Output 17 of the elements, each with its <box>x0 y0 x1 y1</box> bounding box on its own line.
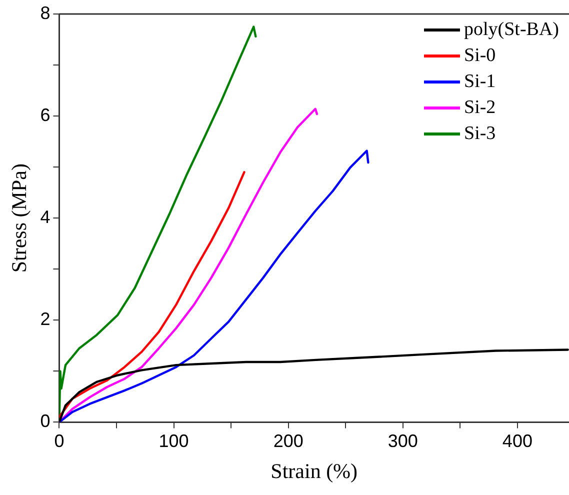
legend-label: Si-0 <box>464 44 496 66</box>
y-tick-label: 4 <box>40 207 50 228</box>
x-tick-label: 0 <box>54 430 64 451</box>
y-tick-label: 0 <box>40 411 50 432</box>
x-tick-label: 400 <box>502 430 532 451</box>
legend-label: Si-3 <box>464 122 496 144</box>
legend-label: Si-1 <box>464 70 496 92</box>
x-axis-title: Strain (%) <box>270 458 358 483</box>
legend-label: poly(St-BA) <box>464 18 559 40</box>
x-tick-label: 100 <box>158 430 189 451</box>
y-tick-label: 6 <box>40 105 50 126</box>
y-axis-title: Stress (MPa) <box>7 164 32 273</box>
y-tick-label: 2 <box>40 309 50 330</box>
x-tick-label: 200 <box>273 430 304 451</box>
y-tick-label: 8 <box>40 2 50 23</box>
legend-label: Si-2 <box>464 96 496 118</box>
x-tick-label: 300 <box>388 430 418 451</box>
